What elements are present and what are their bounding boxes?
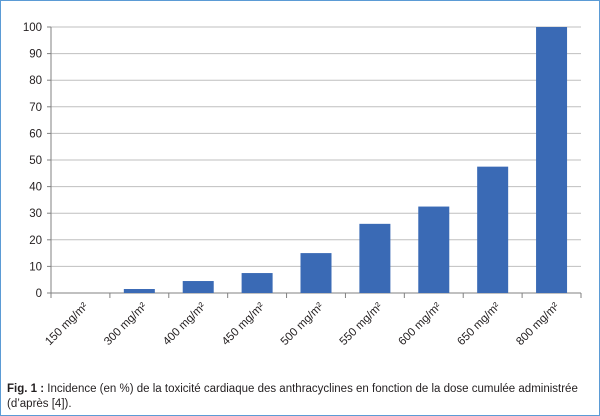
y-tick-label: 80 <box>29 75 42 87</box>
figure-caption: Fig. 1 : Incidence (en %) de la toxicité… <box>7 382 595 412</box>
bar <box>241 273 273 293</box>
bar <box>123 289 155 293</box>
bar <box>418 206 450 293</box>
x-tick-label: 600 mg/m² <box>397 301 444 348</box>
x-tick-label: 650 mg/m² <box>455 301 502 348</box>
y-tick-label: 30 <box>29 208 42 220</box>
y-tick-label: 100 <box>23 22 42 34</box>
y-tick-label: 10 <box>29 261 42 273</box>
bar <box>477 166 509 293</box>
chart-svg: 0 10 20 30 40 50 60 70 80 90 100 150 mg/m² 300 mg/m²… <box>23 22 582 348</box>
caption-label: Fig. 1 : <box>7 383 45 395</box>
y-tick-label: 40 <box>29 182 42 194</box>
y-tick-label: 0 <box>36 288 42 300</box>
x-tick-label: 800 mg/m² <box>514 301 561 348</box>
x-tick-label: 500 mg/m² <box>279 301 326 348</box>
caption-text: Incidence (en %) de la toxicité cardiaqu… <box>7 383 578 410</box>
bar <box>182 281 214 293</box>
x-tick-label: 450 mg/m² <box>220 301 267 348</box>
y-tick-label: 90 <box>29 49 42 61</box>
x-tick-label: 400 mg/m² <box>161 301 208 348</box>
y-tick-label: 50 <box>29 155 42 167</box>
bar <box>359 223 391 293</box>
bar <box>536 27 568 293</box>
x-tick-label: 150 mg/m² <box>43 301 90 348</box>
x-tick-label: 550 mg/m² <box>338 301 385 348</box>
bar <box>300 253 332 293</box>
y-tick-label: 60 <box>29 128 42 140</box>
y-tick-label: 20 <box>29 235 42 247</box>
y-tick-label: 70 <box>29 102 42 114</box>
bar-chart: 0 10 20 30 40 50 60 70 80 90 100 150 mg/m² 300 mg/m²… <box>1 1 599 379</box>
x-tick-label: 300 mg/m² <box>102 301 149 348</box>
